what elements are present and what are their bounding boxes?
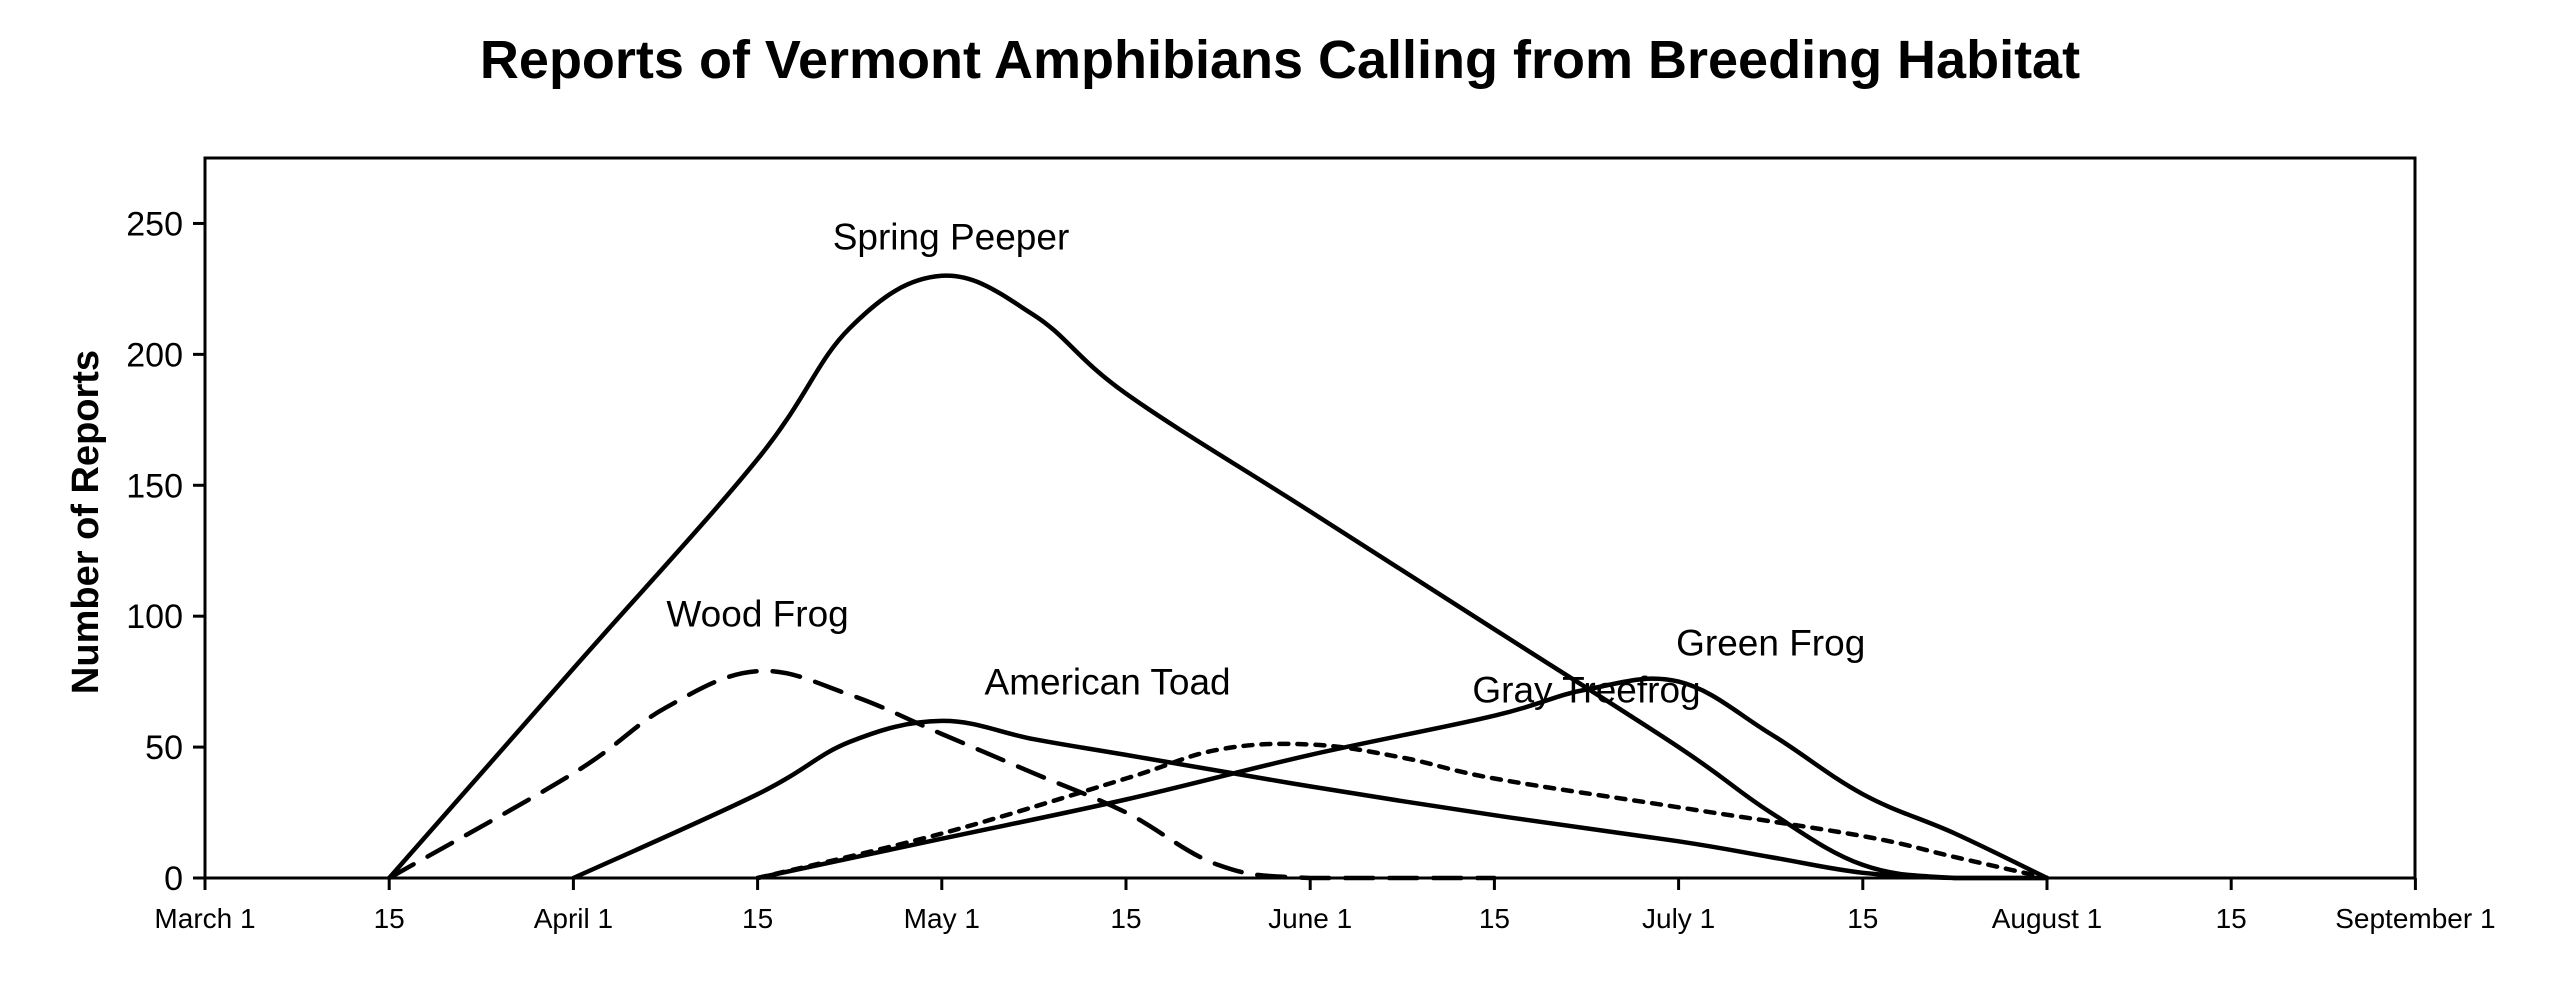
y-axis: 0 50 100 150 200 250 xyxy=(126,205,205,898)
x-tick-label: May 1 xyxy=(904,903,980,934)
x-tick-label: June 1 xyxy=(1268,903,1352,934)
series-label-spring-peeper: Spring Peeper xyxy=(833,217,1070,258)
series-line-wood-frog xyxy=(386,668,1497,881)
y-tick-label: 250 xyxy=(126,205,183,243)
x-tick-label: 15 xyxy=(1479,903,1510,934)
series-line-green-frog xyxy=(755,676,2050,881)
x-tick-label: 15 xyxy=(374,903,405,934)
series-line-american-toad xyxy=(571,718,2050,881)
y-tick-label: 100 xyxy=(126,598,183,636)
x-tick-label: September 1 xyxy=(2335,903,2495,934)
x-tick-label: 15 xyxy=(742,903,773,934)
x-axis: March 1 15 April 1 15 May 1 15 June 1 15 July 1 1… xyxy=(154,878,2496,934)
y-tick-label: 200 xyxy=(126,336,183,374)
x-tick-label: August 1 xyxy=(1992,903,2103,934)
x-tick-label: March 1 xyxy=(154,903,255,934)
series-line-spring-peeper xyxy=(386,273,2050,881)
x-tick-label: 15 xyxy=(1847,903,1878,934)
series-line-gray-treefrog xyxy=(755,741,2050,881)
y-tick-label: 50 xyxy=(145,729,183,767)
series-label-american-toad: American Toad xyxy=(985,662,1231,703)
x-tick-label: 15 xyxy=(1110,903,1141,934)
series-label-wood-frog: Wood Frog xyxy=(666,594,848,635)
series-label-gray-treefrog: Gray Treefrog xyxy=(1472,670,1700,711)
x-tick-label: April 1 xyxy=(534,903,613,934)
plot-frame xyxy=(203,156,2417,880)
x-tick-label: July 1 xyxy=(1642,903,1715,934)
chart-title: Reports of Vermont Amphibians Calling fr… xyxy=(480,30,2080,90)
y-tick-label: 0 xyxy=(164,860,183,898)
series-label-green-frog: Green Frog xyxy=(1676,622,1865,663)
series-layer xyxy=(386,273,2050,881)
y-axis-label: Number of Reports xyxy=(65,350,107,694)
x-tick-label: 15 xyxy=(2216,903,2247,934)
y-tick-label: 150 xyxy=(126,467,183,505)
annotation-layer: Spring Peeper Wood Frog American Toad Gray … xyxy=(666,217,1865,711)
